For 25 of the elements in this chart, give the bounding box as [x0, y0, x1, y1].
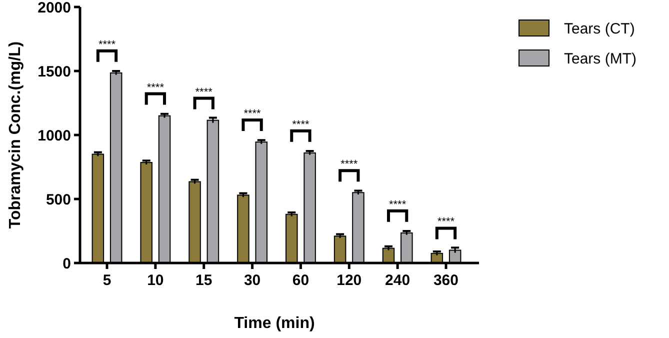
x-tick-label: 15	[196, 272, 212, 289]
annotation: ****	[195, 86, 214, 98]
x-tick-label: 5	[102, 272, 112, 289]
y-tick-label: 0	[62, 255, 71, 272]
y-tick-label: 1000	[38, 127, 71, 144]
x-tick-label: 60	[292, 272, 310, 289]
annotation: ****	[389, 198, 407, 211]
annotation: ****	[292, 118, 310, 131]
legend-label: Tears (MT)	[564, 50, 636, 68]
y-tick-label: 1500	[38, 63, 71, 80]
x-tick-label: 120	[336, 272, 362, 289]
annotation: ****	[244, 108, 262, 120]
x-tick-label: 10	[147, 272, 164, 289]
annotation: ****	[98, 38, 116, 51]
annotation: ****	[437, 216, 456, 228]
x-tick-label: 30	[244, 272, 261, 289]
x-axis-title: Time (min)	[234, 315, 315, 332]
y-tick-label: 2000	[38, 0, 71, 16]
x-tick-label: 360	[433, 272, 459, 289]
annotation: ****	[340, 158, 358, 171]
annotation: ****	[146, 82, 165, 94]
x-tick-label: 240	[385, 272, 410, 289]
y-tick-label: 500	[46, 191, 71, 208]
legend-label: Tears (CT)	[564, 20, 635, 38]
y-axis-title: Tobramycin Conc.(mg/L)	[7, 41, 24, 229]
